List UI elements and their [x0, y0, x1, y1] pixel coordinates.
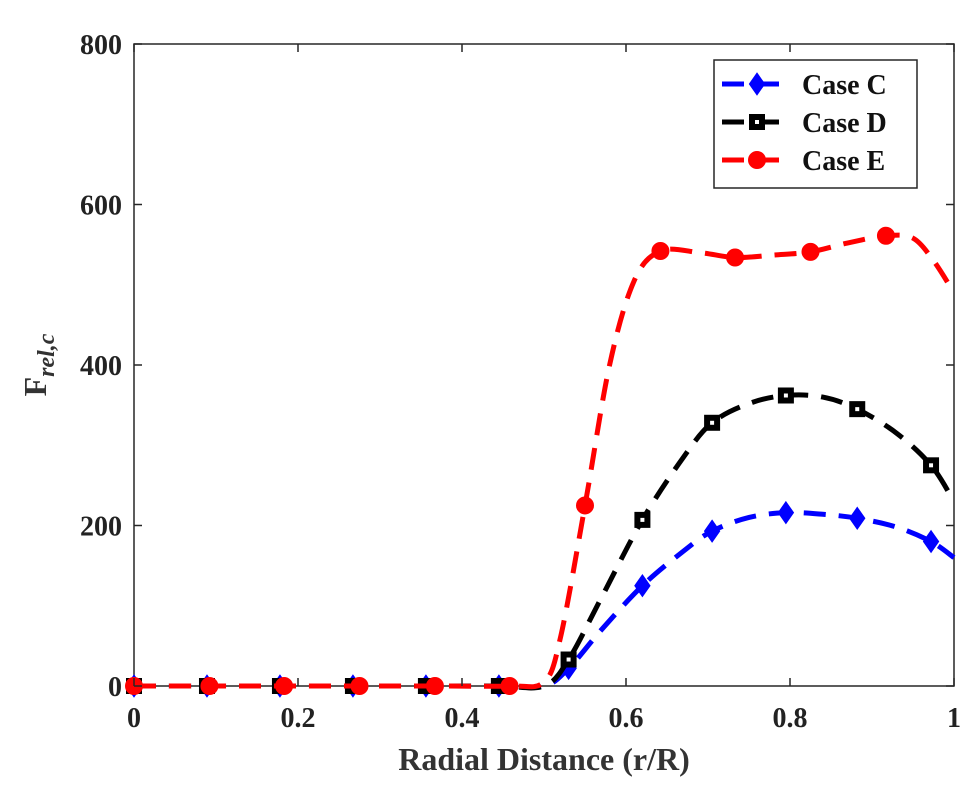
- data-point-case-c-9: [777, 500, 795, 525]
- legend-label-case-c: Case C: [802, 70, 887, 101]
- y-axis-title: Frel,c: [17, 333, 60, 396]
- legend-label-case-e: Case E: [802, 146, 885, 177]
- data-point-case-e-6: [576, 496, 594, 515]
- legend-marker-case-c: [748, 72, 766, 96]
- data-point-case-d-11-center: [929, 463, 934, 468]
- series-layer: [125, 226, 957, 698]
- data-point-case-e-4: [425, 677, 444, 695]
- x-tick-label-5: 1: [947, 703, 961, 734]
- legend-box: [713, 59, 918, 189]
- y-tick-label-1: 200: [80, 512, 122, 543]
- legend: Case C Case D Case E: [713, 59, 918, 189]
- legend-marker-case-e: [748, 151, 766, 169]
- data-point-case-e-1: [200, 677, 219, 695]
- legend-entry-case-c: Case C: [722, 70, 887, 101]
- x-tick-label-3: 0.6: [609, 703, 644, 734]
- data-point-case-c-8: [703, 519, 721, 543]
- axes-layer: 0 0.2 0.4 0.6 0.8 1 0 200 400 600 800: [80, 30, 961, 734]
- data-point-case-e-2: [275, 677, 294, 695]
- data-point-case-e-3: [350, 677, 369, 695]
- y-tick-label-0: 0: [108, 672, 122, 703]
- data-point-case-d-7-center: [640, 517, 645, 522]
- y-tick-label-3: 600: [80, 191, 122, 222]
- data-point-case-e-7: [651, 242, 670, 261]
- x-tick-label-0: 0: [127, 703, 141, 734]
- series-case-e: [125, 226, 957, 695]
- series-line-case-e: [134, 232, 957, 690]
- x-axis-title: Radial Distance (r/R): [398, 741, 690, 777]
- y-axis-title-sub: rel,c: [34, 333, 60, 377]
- y-tick-label-4: 800: [80, 30, 122, 61]
- data-point-case-e-9: [801, 242, 820, 261]
- data-point-case-e-10: [876, 226, 895, 245]
- legend-entry-case-e: Case E: [722, 146, 885, 177]
- legend-marker-case-d-center: [755, 120, 759, 124]
- data-point-case-d-10-center: [855, 407, 860, 412]
- data-point-case-e-5: [500, 677, 519, 695]
- data-point-case-d-6-center: [566, 657, 571, 662]
- x-tick-label-2: 0.4: [445, 703, 480, 734]
- y-axis-title-main: F: [17, 377, 53, 397]
- data-point-case-c-10: [849, 506, 866, 531]
- y-tick-label-2: 400: [80, 351, 122, 382]
- data-point-case-d-9-center: [783, 393, 788, 398]
- x-tick-label-1: 0.2: [281, 703, 316, 734]
- data-point-case-c-11: [922, 529, 940, 554]
- data-point-case-c-7: [634, 573, 651, 598]
- legend-label-case-d: Case D: [802, 108, 887, 139]
- x-tick-label-4: 0.8: [773, 703, 808, 734]
- legend-entry-case-d: Case D: [722, 108, 887, 139]
- data-point-case-e-8: [726, 248, 745, 267]
- data-point-case-d-8-center: [710, 420, 715, 425]
- svg-text:Frel,c: Frel,c: [17, 333, 60, 396]
